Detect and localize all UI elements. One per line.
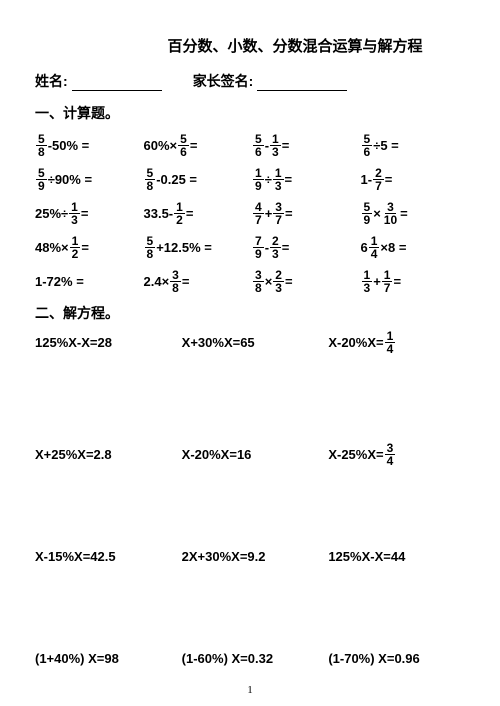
equation-row: 125%X-X=28 X+30%X=65 X-20%X=14 [35,331,465,353]
fraction: 27 [373,167,384,192]
name-blank[interactable] [72,76,162,91]
fraction: 58 [145,235,156,260]
calc-problem: 1-27 = [361,165,466,193]
fraction: 38 [253,269,264,294]
equation-problem: X+25%X=2.8 [35,443,172,465]
calc-problem: 614×8 = [361,233,466,261]
fraction: 56 [178,133,189,158]
calc-problem: 58+12.5% = [144,233,249,261]
fraction: 59 [362,201,373,226]
calc-problem: 13+17= [361,267,466,295]
fraction: 58 [36,133,47,158]
calc-problem: 1-72% = [35,267,140,295]
equation-problem: X+30%X=65 [182,331,319,353]
equation-problem: 2X+30%X=9.2 [182,545,319,567]
fraction: 13 [273,167,284,192]
calc-problem: 56÷5 = [361,131,466,159]
calc-problem: 58-50% = [35,131,140,159]
equation-problem: X-20%X=14 [328,331,465,353]
fraction: 38 [170,269,181,294]
equation-problem: X-20%X=16 [182,443,319,465]
calc-problem: 60%×56 = [144,131,249,159]
equation-problem: X-15%X=42.5 [35,545,172,567]
worksheet-title: 百分数、小数、分数混合运算与解方程 [125,35,465,56]
fraction: 56 [253,133,264,158]
fraction: 13 [270,133,281,158]
fraction: 12 [70,235,81,260]
section-2-header: 二、解方程。 [35,303,465,323]
fraction: 17 [382,269,393,294]
page-number: 1 [0,684,500,696]
fraction: 13 [362,269,373,294]
calc-problem: 33.5-12 = [144,199,249,227]
calc-problem: 56-13= [252,131,357,159]
section-1-header: 一、计算题。 [35,103,465,123]
fraction: 13 [69,201,80,226]
equation-problem: (1-60%) X=0.32 [182,647,319,669]
fraction: 23 [273,269,284,294]
fraction: 34 [385,442,396,467]
equation-row: X+25%X=2.8 X-20%X=16 X-25%X=34 [35,443,465,465]
calc-problem: 38×23= [252,267,357,295]
fraction: 59 [36,167,47,192]
name-line: 姓名: 家长签名: [35,71,465,91]
calc-problem: 59×310= [361,199,466,227]
calc-problem: 47+37= [252,199,357,227]
parent-blank[interactable] [257,76,347,91]
equation-row: (1+40%) X=98 (1-60%) X=0.32 (1-70%) X=0.96 [35,647,465,669]
fraction: 19 [253,167,264,192]
equation-problem: 125%X-X=28 [35,331,172,353]
equation-row: X-15%X=42.5 2X+30%X=9.2 125%X-X=44 [35,545,465,567]
calc-problem: 19÷13= [252,165,357,193]
fraction: 310 [382,201,399,226]
calc-problem: 79-23= [252,233,357,261]
fraction: 37 [273,201,284,226]
calc-problem: 2.4×38 = [144,267,249,295]
calc-grid: 58-50% =60%×56 =56-13=56÷5 = 59÷90% =58-0… [35,131,465,295]
name-label: 姓名: [35,73,68,89]
equation-problem: (1+40%) X=98 [35,647,172,669]
calc-problem: 59÷90% = [35,165,140,193]
equation-problem: 125%X-X=44 [328,545,465,567]
fraction: 79 [253,235,264,260]
fraction: 56 [362,133,373,158]
fraction: 14 [369,235,380,260]
fraction: 23 [270,235,281,260]
fraction: 47 [253,201,264,226]
calc-problem: 48%×12 = [35,233,140,261]
calc-problem: 25%÷13 = [35,199,140,227]
equation-problem: (1-70%) X=0.96 [328,647,465,669]
fraction: 12 [174,201,185,226]
equations-area: 125%X-X=28 X+30%X=65 X-20%X=14 X+25%X=2.8 X-… [35,331,465,669]
fraction: 14 [385,330,396,355]
calc-problem: 58-0.25 = [144,165,249,193]
parent-label: 家长签名: [193,73,254,89]
fraction: 58 [145,167,156,192]
equation-problem: X-25%X=34 [328,443,465,465]
